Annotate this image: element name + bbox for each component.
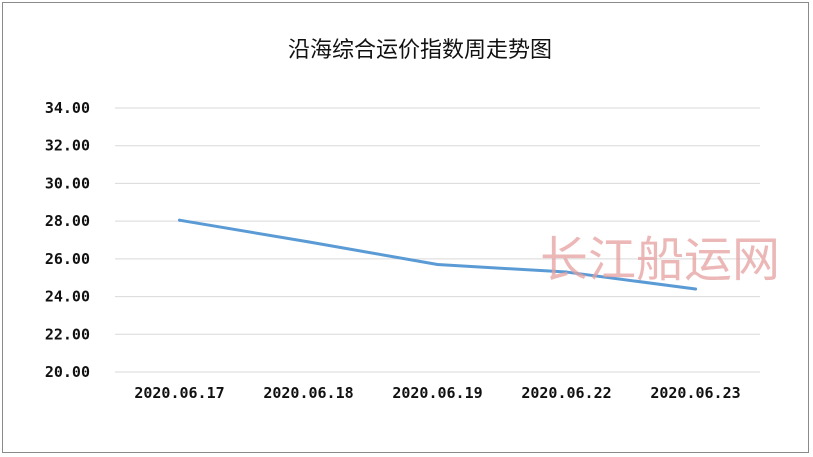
y-tick-label: 28.00 (45, 212, 90, 230)
x-tick-label: 2020.06.22 (521, 384, 611, 402)
series-group (178, 218, 697, 291)
x-axis-ticks: 2020.06.17 2020.06.18 2020.06.19 2020.06.22… (134, 384, 740, 402)
y-tick-label: 26.00 (45, 250, 90, 268)
y-tick-label: 20.00 (45, 363, 90, 381)
y-tick-label: 34.00 (45, 99, 90, 117)
data-point (178, 218, 181, 222)
x-tick-label: 2020.06.19 (392, 384, 482, 402)
data-point (565, 270, 568, 274)
chart-frame (2, 2, 809, 453)
data-point (436, 263, 439, 267)
y-axis-ticks: 20.00 22.00 24.00 26.00 28.00 30.00 32.00 34.00 (45, 99, 90, 381)
chart-title: 沿海综合运价指数周走势图 (288, 38, 552, 63)
y-tick-label: 22.00 (45, 325, 90, 343)
data-point (307, 240, 310, 244)
x-tick-label: 2020.06.17 (134, 384, 224, 402)
gridlines (115, 107, 760, 373)
y-tick-label: 24.00 (45, 288, 90, 306)
y-tick-label: 32.00 (45, 137, 90, 155)
data-point (694, 287, 697, 291)
y-tick-label: 30.00 (45, 174, 90, 192)
watermark: 长江船运网 (540, 232, 780, 288)
x-tick-label: 2020.06.18 (263, 384, 353, 402)
x-tick-label: 2020.06.23 (650, 384, 740, 402)
